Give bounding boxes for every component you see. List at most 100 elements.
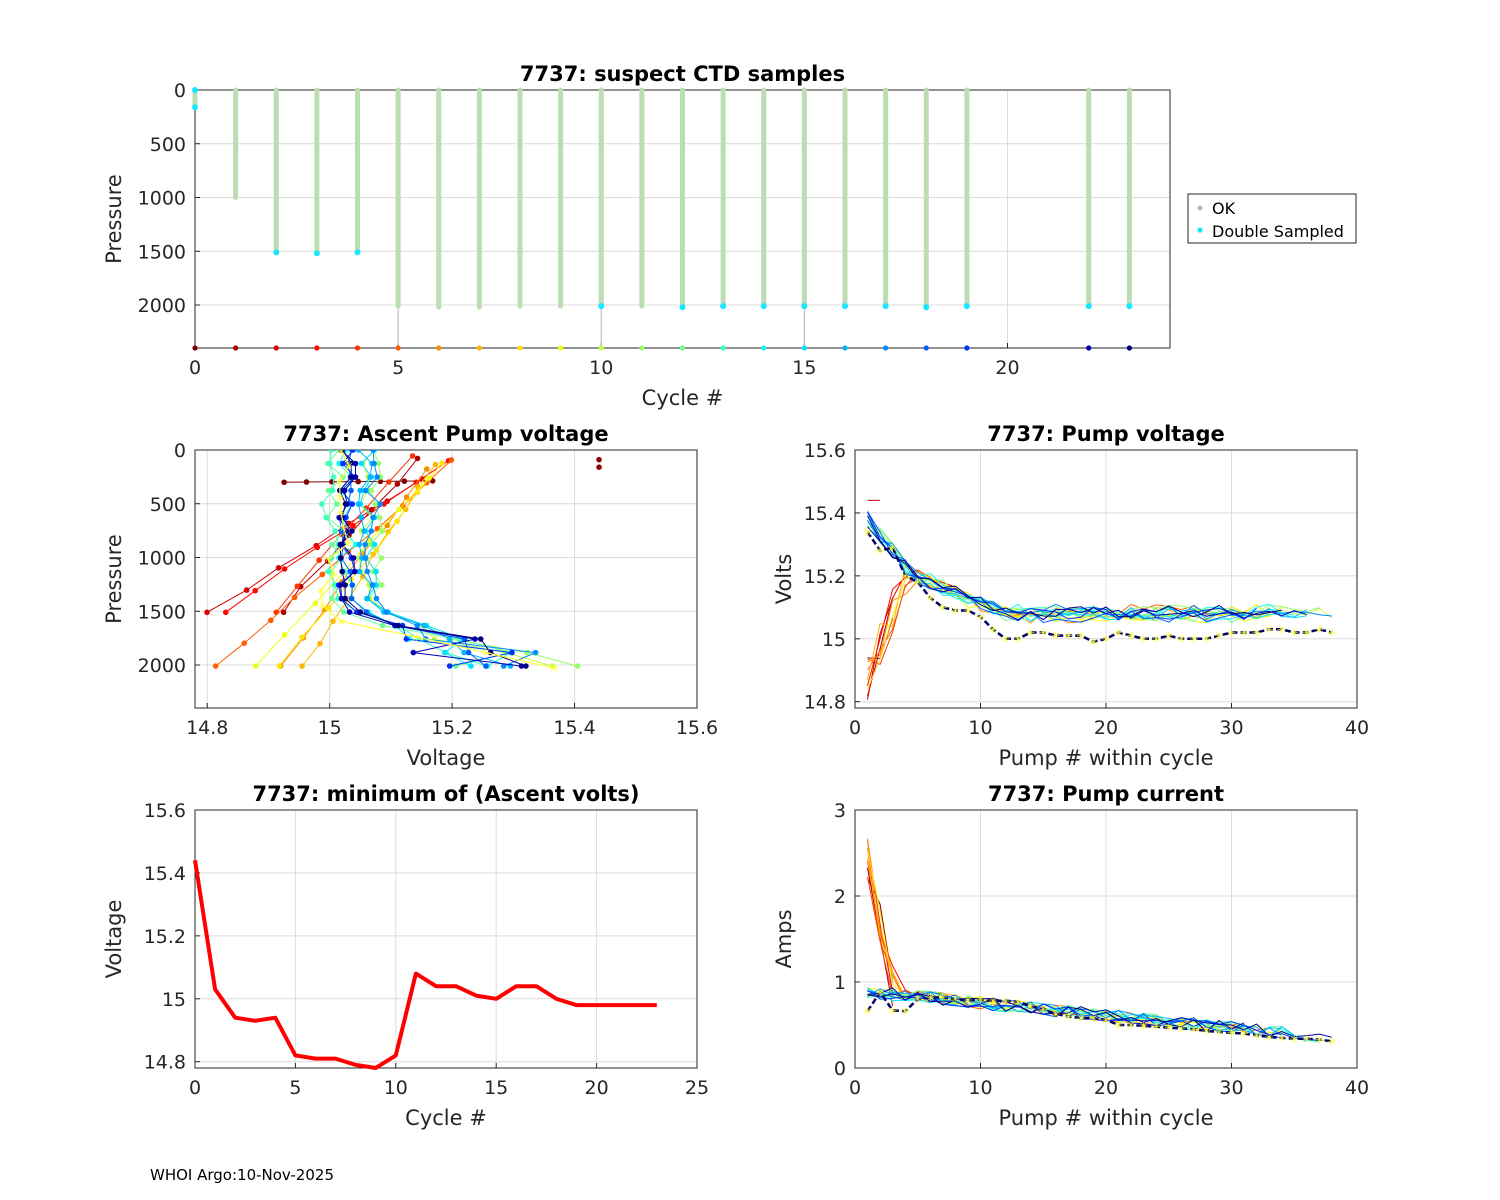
ascent-point xyxy=(204,609,210,616)
ascent-point xyxy=(368,487,374,494)
ascent-point xyxy=(574,663,581,669)
legend-ok-label: OK xyxy=(1212,199,1236,218)
ascent-highlight-point: ✳ xyxy=(330,569,339,582)
ctd-cycle-marker xyxy=(923,345,929,351)
ctd-cycle-marker xyxy=(639,345,645,351)
ascent-point xyxy=(426,475,432,481)
ascent-point xyxy=(409,453,416,459)
ctd-double-point xyxy=(354,249,361,256)
ascent-point xyxy=(376,514,383,521)
pumpv-highlight-point: ✳ xyxy=(1214,630,1223,643)
ctd-ytick-label: 1500 xyxy=(138,241,186,263)
pumpv-highlight-point: ✳ xyxy=(1302,626,1311,639)
ascent-point xyxy=(364,595,371,602)
ascent-point xyxy=(212,663,219,669)
ascent-point xyxy=(523,663,529,669)
pumpi-highlight-point: ✳ xyxy=(1026,1000,1035,1013)
ascent-point xyxy=(351,568,358,575)
ctd-double-point xyxy=(801,303,808,310)
pumpi-highlight-point: ✳ xyxy=(951,993,960,1006)
pumpv-title: 7737: Pump voltage xyxy=(987,422,1225,446)
ascent-point xyxy=(352,474,359,480)
pumpi-ytick-label: 2 xyxy=(834,886,846,908)
ascent-point xyxy=(328,450,335,453)
ascent-point xyxy=(472,636,478,642)
pumpv-frame xyxy=(854,449,1358,709)
ascent-point xyxy=(329,595,335,602)
pumpv-mean-line xyxy=(866,531,1333,644)
ctd-cycle-marker xyxy=(598,345,604,351)
ascent-point xyxy=(350,450,356,453)
ascent-xtick-label: 15.4 xyxy=(553,717,595,739)
ascent-point xyxy=(276,663,283,669)
ascent-point xyxy=(349,582,356,588)
ctd-double-point xyxy=(1126,303,1133,310)
pumpi-xtick-label: 20 xyxy=(1094,1077,1118,1099)
pumpv-xtick-label: 20 xyxy=(1094,717,1118,739)
pumpv-highlight-point: ✳ xyxy=(1202,633,1211,646)
ascent-point xyxy=(414,455,421,462)
ascent-point xyxy=(386,479,392,485)
pumpi-line-cycle-18 xyxy=(867,990,1282,1039)
ascent-point xyxy=(341,487,348,494)
pumpv-xlabel: Pump # within cycle xyxy=(999,746,1214,770)
ascent-point xyxy=(334,501,340,507)
ctd-double-point xyxy=(192,104,198,111)
ascent-point xyxy=(375,460,382,467)
pumpi-highlight-point: ✳ xyxy=(926,991,935,1004)
ascent-point xyxy=(327,460,333,467)
ascent-point xyxy=(355,450,362,453)
ascent-point xyxy=(337,582,344,588)
minv-ytick-label: 15.4 xyxy=(144,863,186,885)
pumpi-ytick-label: 3 xyxy=(834,800,846,822)
ascent-point xyxy=(355,501,362,507)
ascent-point xyxy=(446,663,453,669)
ascent-point xyxy=(342,501,349,507)
ascent-point xyxy=(439,460,445,467)
legend-ok-marker xyxy=(1197,205,1203,211)
ascent-highlight-point: ✳ xyxy=(316,584,325,597)
pumpv-highlight-point: ✳ xyxy=(1051,630,1060,643)
ctd-double-point xyxy=(273,249,280,256)
pumpv-highlight-point: ✳ xyxy=(1064,630,1073,643)
pumpi-axes: 0 10 20 30 40 0 1 2 3 7737: Pump current Pump # wi… xyxy=(772,782,1369,1130)
pumpv-highlight-point: ✳ xyxy=(1114,626,1123,639)
pumpi-highlight-point: ✳ xyxy=(1227,1027,1236,1040)
ascent-highlight-point: ✳ xyxy=(412,631,421,644)
ascent-point xyxy=(383,609,390,615)
ascent-point xyxy=(349,501,356,507)
ctd-xlabel: Cycle # xyxy=(642,386,724,410)
ascent-line-cycle-3 xyxy=(225,460,449,613)
ascent-point xyxy=(316,557,322,563)
pumpv-ylabel: Volts xyxy=(772,554,796,605)
pumpi-highlight-point: ✳ xyxy=(1265,1031,1274,1044)
ascent-point xyxy=(461,649,467,656)
pumpv-line-cycle-1 xyxy=(867,597,894,697)
pumpi-highlight-point: ✳ xyxy=(938,991,947,1004)
ascent-point xyxy=(373,547,380,554)
ctd-double-point xyxy=(760,303,767,310)
ascent-ytick-label: 2000 xyxy=(138,655,186,677)
pumpv-highlight-point: ✳ xyxy=(1227,626,1236,639)
pumpv-ytick-label: 15.6 xyxy=(804,440,846,462)
pumpi-highlight-point: ✳ xyxy=(1302,1033,1311,1046)
ascent-frame xyxy=(194,449,698,709)
ascent-point xyxy=(414,622,421,629)
minv-xtick-label: 20 xyxy=(585,1077,609,1099)
pumpv-ytick-label: 14.8 xyxy=(804,692,846,714)
ascent-point xyxy=(291,594,298,601)
pumpv-highlight-point: ✳ xyxy=(1315,623,1324,636)
pumpv-highlight-point: ✳ xyxy=(1139,633,1148,646)
ascent-point xyxy=(348,460,355,467)
pumpi-xtick-label: 0 xyxy=(849,1077,861,1099)
pumpv-highlight-point: ✳ xyxy=(1101,633,1110,646)
ascent-point xyxy=(281,566,288,572)
ascent-point xyxy=(356,541,363,548)
pumpi-highlight-point: ✳ xyxy=(1202,1025,1211,1038)
minv-xtick-label: 15 xyxy=(484,1077,508,1099)
pumpv-highlight-point: ✳ xyxy=(976,611,985,624)
ctd-cycle-marker xyxy=(801,345,807,351)
ascent-point xyxy=(374,474,381,480)
pumpi-highlight-point: ✳ xyxy=(963,994,972,1007)
ascent-point xyxy=(361,528,367,534)
